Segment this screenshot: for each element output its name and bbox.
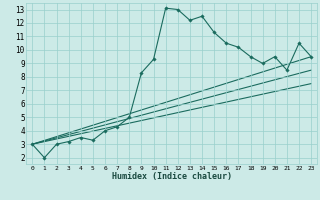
X-axis label: Humidex (Indice chaleur): Humidex (Indice chaleur): [112, 172, 232, 181]
